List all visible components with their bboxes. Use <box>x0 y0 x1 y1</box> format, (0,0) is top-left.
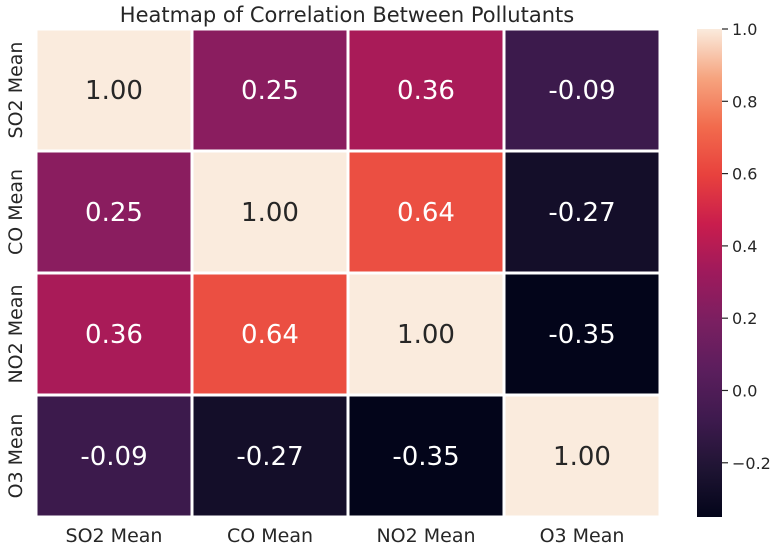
cell-annotation: 0.36 <box>397 76 455 106</box>
cell-annotation: 1.00 <box>397 320 455 350</box>
colorbar-tick-label: 1.0 <box>732 20 757 39</box>
colorbar-tick-label: 0.6 <box>732 165 757 184</box>
cell-annotation: -0.09 <box>548 76 615 106</box>
colorbar-tick-label: 0.0 <box>732 381 757 400</box>
cell-annotation: -0.09 <box>80 442 147 472</box>
colorbar-tick-label: −0.2 <box>732 454 771 473</box>
heatmap-cell <box>190 27 350 153</box>
cell-annotation: -0.35 <box>548 320 615 350</box>
colorbar-tick-label: 0.2 <box>732 309 757 328</box>
heatmap-cell <box>502 27 662 153</box>
cell-annotation: -0.35 <box>392 442 459 472</box>
cell-annotation: 1.00 <box>553 442 611 472</box>
y-tick-label: CO Mean <box>5 169 27 255</box>
colorbar-tick-label: 0.4 <box>732 237 757 256</box>
heatmap-cell <box>190 271 350 397</box>
x-tick-label: CO Mean <box>227 525 313 547</box>
cell-annotation: 1.00 <box>241 198 299 228</box>
cell-annotation: 0.64 <box>241 320 299 350</box>
colorbar-ticks: 1.0 0.8 0.6 0.4 0.2 0.0 −0.2 <box>722 20 771 473</box>
cell-annotation: 0.64 <box>397 198 455 228</box>
heatmap-cell <box>34 27 194 153</box>
heatmap-cell <box>190 149 350 275</box>
x-tick-label: NO2 Mean <box>376 525 475 547</box>
y-tick-label: O3 Mean <box>5 414 27 499</box>
x-axis-tick-labels: SO2 Mean CO Mean NO2 Mean O3 Mean <box>66 525 625 547</box>
cell-annotation: 0.25 <box>85 198 143 228</box>
heatmap-cell <box>502 393 662 519</box>
y-tick-label: SO2 Mean <box>5 42 27 139</box>
cell-annotation: 0.25 <box>241 76 299 106</box>
heatmap-cell <box>34 393 194 519</box>
cell-annotation: -0.27 <box>548 198 615 228</box>
cell-annotation: 0.36 <box>85 320 143 350</box>
x-tick-label: O3 Mean <box>540 525 625 547</box>
y-axis-tick-labels: SO2 Mean CO Mean NO2 Mean O3 Mean <box>5 42 27 499</box>
cell-annotation: -0.27 <box>236 442 303 472</box>
y-tick-label: NO2 Mean <box>5 284 27 383</box>
chart-title: Heatmap of Correlation Between Pollutant… <box>120 3 574 27</box>
colorbar-gradient <box>697 29 722 517</box>
x-tick-label: SO2 Mean <box>66 525 163 547</box>
heatmap-cells: 1.00 0.25 0.36 -0.09 0.25 1.00 0.64 -0.27 0.36 0.… <box>34 27 662 519</box>
colorbar-tick-label: 0.8 <box>732 92 757 111</box>
heatmap-cell <box>190 393 350 519</box>
heatmap-cell <box>502 271 662 397</box>
heatmap-cell <box>502 149 662 275</box>
cell-annotation: 1.00 <box>85 76 143 106</box>
colorbar: 1.0 0.8 0.6 0.4 0.2 0.0 −0.2 <box>697 20 771 517</box>
